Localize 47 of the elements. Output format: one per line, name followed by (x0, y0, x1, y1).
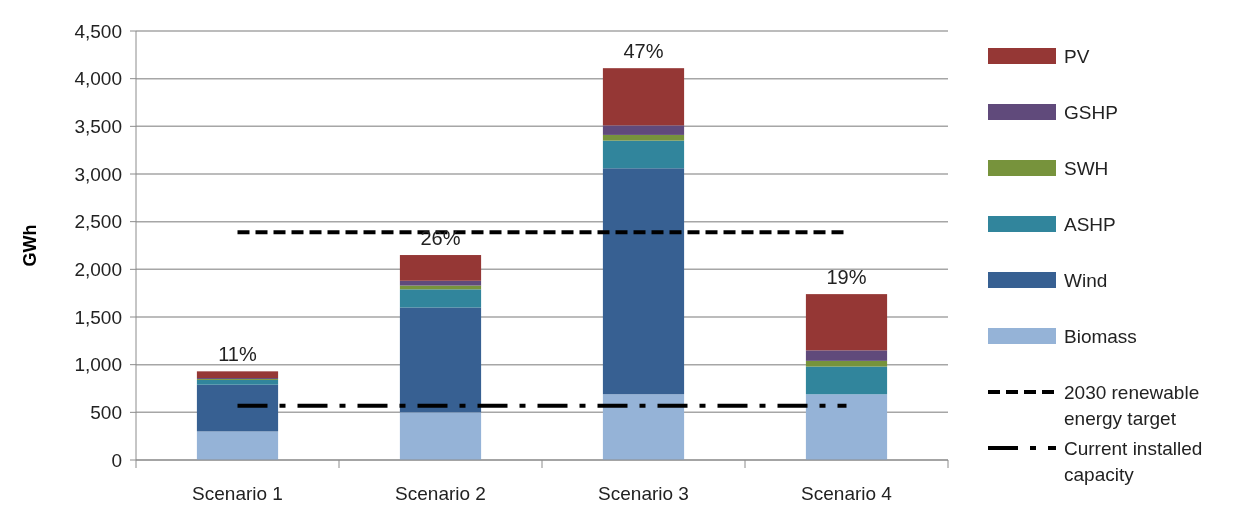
y-tick-label: 4,000 (74, 68, 122, 90)
bar (196, 384, 279, 432)
bar (602, 394, 685, 460)
y-tick-label: 3,500 (74, 115, 122, 137)
annotation: 26% (420, 227, 461, 250)
x-tick-label: Scenario 3 (598, 483, 689, 504)
bar (805, 350, 888, 361)
bar (196, 371, 279, 379)
x-tick-label: Scenario 2 (395, 483, 486, 504)
y-tick-label: 1,000 (74, 354, 122, 376)
legend-label: Wind (1064, 269, 1108, 291)
y-axis-title: GWh (20, 224, 40, 267)
bar (602, 68, 685, 126)
legend-label: 2030 renewable energy target (1064, 381, 1200, 429)
bar (399, 289, 482, 308)
bar (399, 280, 482, 286)
y-tick-label: 0 (111, 449, 122, 471)
bar (602, 140, 685, 169)
legend-label: PV (1064, 45, 1090, 67)
y-tick-label: 3,000 (74, 163, 122, 185)
bar (602, 134, 685, 141)
annotation: 11% (218, 343, 257, 366)
bar (602, 125, 685, 135)
bar (399, 412, 482, 460)
y-tick-label: 2,000 (74, 258, 122, 280)
annotation: 47% (623, 40, 664, 63)
bar (196, 431, 279, 460)
x-tick-label: Scenario 1 (192, 483, 283, 504)
legend-label: SWH (1064, 157, 1109, 179)
legend-label: GSHP (1064, 101, 1118, 123)
y-tick-label: 2,500 (74, 211, 122, 233)
legend-label: Current installed capacity (1064, 437, 1203, 485)
bar (399, 255, 482, 281)
bar (399, 307, 482, 413)
legend-label: ASHP (1064, 213, 1116, 235)
annotation: 19% (826, 266, 867, 289)
bar (602, 168, 685, 395)
y-tick-label: 500 (90, 401, 122, 423)
y-tick-label: 1,500 (74, 306, 122, 328)
bar (805, 360, 888, 367)
bar (805, 366, 888, 395)
y-tick-label: 4,500 (74, 20, 122, 42)
bar (805, 394, 888, 460)
legend-label: Biomass (1064, 325, 1137, 347)
bar (196, 379, 279, 385)
bar (805, 294, 888, 351)
x-tick-label: Scenario 4 (801, 483, 893, 504)
